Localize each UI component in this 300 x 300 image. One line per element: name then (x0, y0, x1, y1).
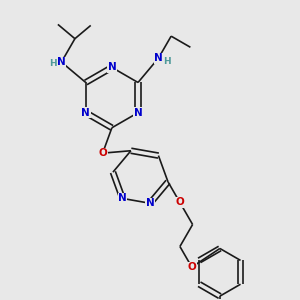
Text: N: N (146, 198, 154, 208)
Text: H: H (164, 57, 171, 66)
Text: O: O (176, 197, 184, 208)
Text: N: N (134, 108, 142, 118)
Text: N: N (154, 53, 163, 63)
Text: O: O (188, 262, 196, 272)
Text: N: N (107, 62, 116, 72)
Text: N: N (81, 108, 90, 118)
Text: N: N (57, 57, 66, 67)
Text: H: H (49, 59, 56, 68)
Text: N: N (118, 194, 127, 203)
Text: O: O (98, 148, 107, 158)
